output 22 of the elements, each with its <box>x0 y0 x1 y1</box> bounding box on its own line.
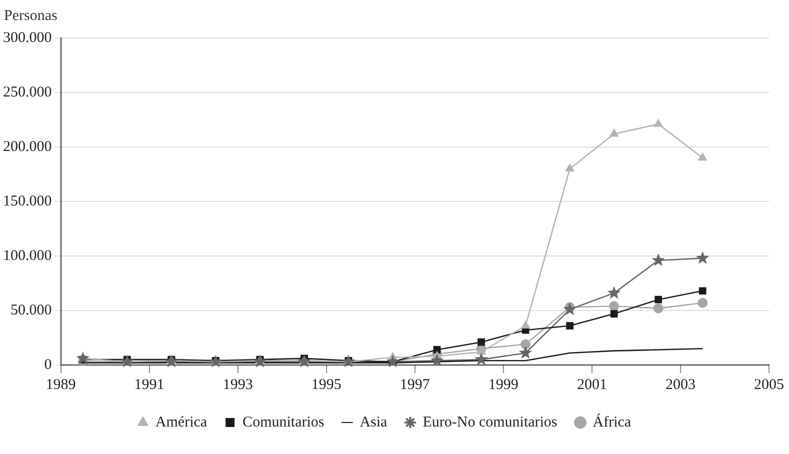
x-tick-label: 1993 <box>222 376 253 393</box>
x-tick-label: 2005 <box>754 376 784 393</box>
x-tick-label: 1989 <box>46 376 76 393</box>
x-tick-label: 1997 <box>400 376 430 393</box>
y-tick-label: 0 <box>44 356 52 373</box>
y-axis-title: Personas <box>4 8 58 24</box>
y-tick-label: 150.000 <box>3 193 52 210</box>
y-tick-label: 100.000 <box>3 248 52 264</box>
x-tick-label: 1991 <box>134 376 164 393</box>
legend-label: Comunitarios <box>242 414 324 430</box>
y-tick-label: 50.000 <box>10 302 52 318</box>
x-tick-label: 2003 <box>665 376 696 393</box>
legend-label: Euro-No comunitarios <box>422 414 558 430</box>
legend-label: América <box>155 414 208 430</box>
x-tick-label: 2001 <box>576 376 607 393</box>
x-tick-label: 1999 <box>488 376 518 393</box>
y-tick-label: 200.000 <box>3 138 52 155</box>
x-tick-label: 1995 <box>311 376 342 393</box>
legend-label: Asia <box>360 414 388 430</box>
y-tick-label: 250.000 <box>3 84 52 100</box>
y-tick-label: 300.000 <box>3 30 52 46</box>
legend-label: África <box>592 413 632 430</box>
